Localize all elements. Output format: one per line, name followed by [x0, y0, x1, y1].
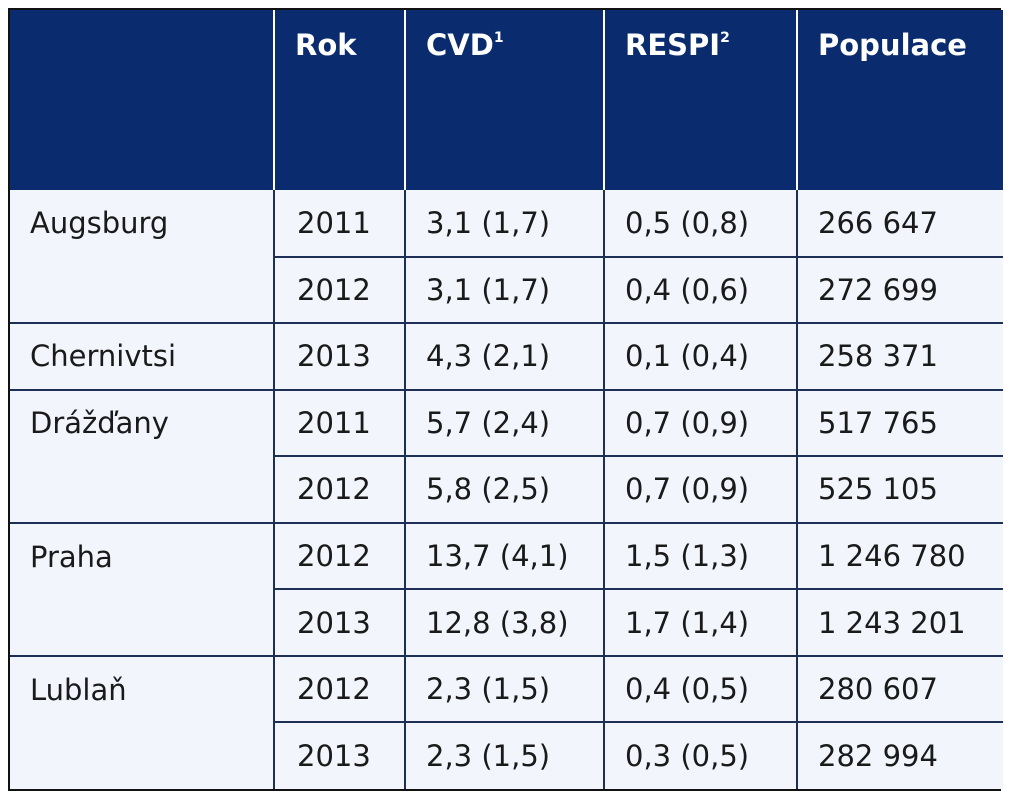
cell-cvd: 3,1 (1,7)	[405, 255, 605, 324]
cell-city: Drážďany	[10, 388, 275, 457]
cell-year: 2013	[274, 322, 406, 390]
table-row: Praha 2012 13,7 (4,1) 1,5 (1,3) 1 246 78…	[10, 521, 1003, 590]
table-row: 2013 2,3 (1,5) 0,3 (0,5) 282 994	[10, 721, 1003, 789]
cell-respi: 0,5 (0,8)	[604, 190, 798, 257]
table-row: Augsburg 2011 3,1 (1,7) 0,5 (0,8) 266 64…	[10, 190, 1003, 257]
cell-year: 2013	[274, 588, 406, 656]
cell-year: 2011	[274, 388, 406, 457]
cell-city	[10, 589, 275, 656]
cell-cvd: 2,3 (1,5)	[405, 654, 605, 723]
cell-population: 280 607	[797, 654, 1003, 723]
table-row: Chernivtsi 2013 4,3 (2,1) 0,1 (0,4) 258 …	[10, 322, 1003, 390]
cell-respi: 0,7 (0,9)	[604, 388, 798, 457]
table-row: 2012 3,1 (1,7) 0,4 (0,6) 272 699	[10, 255, 1003, 324]
cell-year: 2011	[274, 190, 406, 257]
cell-year: 2012	[274, 255, 406, 324]
cell-population: 282 994	[797, 721, 1003, 789]
table-row: 2012 5,8 (2,5) 0,7 (0,9) 525 105	[10, 455, 1003, 523]
cell-respi: 1,7 (1,4)	[604, 588, 798, 656]
cell-year: 2013	[274, 721, 406, 789]
cell-cvd: 5,7 (2,4)	[405, 388, 605, 457]
cell-year: 2012	[274, 455, 406, 523]
cell-population: 266 647	[797, 190, 1003, 257]
header-row: Rok CVD1 RESPI2 Populace	[10, 10, 1003, 190]
table-header: Rok CVD1 RESPI2 Populace	[10, 10, 1003, 190]
cell-respi: 0,4 (0,5)	[604, 654, 798, 723]
table-row: Drážďany 2011 5,7 (2,4) 0,7 (0,9) 517 76…	[10, 388, 1003, 457]
cell-population: 258 371	[797, 322, 1003, 390]
cell-cvd: 5,8 (2,5)	[405, 455, 605, 523]
cell-city	[10, 256, 275, 324]
table-row: Lublaň 2012 2,3 (1,5) 0,4 (0,5) 280 607	[10, 654, 1003, 723]
cell-city	[10, 456, 275, 523]
table-row: 2013 12,8 (3,8) 1,7 (1,4) 1 243 201	[10, 588, 1003, 656]
header-cvd: CVD1	[405, 10, 605, 190]
cell-city: Chernivtsi	[10, 322, 275, 390]
header-city	[10, 10, 275, 190]
cell-cvd: 3,1 (1,7)	[405, 190, 605, 257]
data-table: Rok CVD1 RESPI2 Populace Augsburg 2011 3…	[10, 10, 1003, 789]
cell-cvd: 12,8 (3,8)	[405, 588, 605, 656]
cell-population: 272 699	[797, 255, 1003, 324]
cell-city: Praha	[10, 521, 275, 590]
header-population: Populace	[797, 10, 1003, 190]
data-table-container: Rok CVD1 RESPI2 Populace Augsburg 2011 3…	[8, 8, 1003, 791]
cell-population: 1 243 201	[797, 588, 1003, 656]
cell-respi: 0,7 (0,9)	[604, 455, 798, 523]
cell-cvd: 4,3 (2,1)	[405, 322, 605, 390]
cell-respi: 0,3 (0,5)	[604, 721, 798, 789]
cell-cvd: 2,3 (1,5)	[405, 721, 605, 789]
cell-population: 517 765	[797, 388, 1003, 457]
header-respi: RESPI2	[604, 10, 798, 190]
cell-respi: 0,4 (0,6)	[604, 255, 798, 324]
table-body: Augsburg 2011 3,1 (1,7) 0,5 (0,8) 266 64…	[10, 190, 1003, 789]
cell-city: Augsburg	[10, 190, 275, 257]
cell-city: Lublaň	[10, 654, 275, 723]
cell-population: 1 246 780	[797, 521, 1003, 590]
cell-city	[10, 722, 275, 789]
cell-year: 2012	[274, 654, 406, 723]
header-cvd-footnote: 1	[493, 30, 504, 47]
cell-year: 2012	[274, 521, 406, 590]
cell-respi: 0,1 (0,4)	[604, 322, 798, 390]
header-year: Rok	[274, 10, 406, 190]
cell-population: 525 105	[797, 455, 1003, 523]
cell-cvd: 13,7 (4,1)	[405, 521, 605, 590]
cell-respi: 1,5 (1,3)	[604, 521, 798, 590]
header-respi-footnote: 2	[720, 30, 730, 47]
